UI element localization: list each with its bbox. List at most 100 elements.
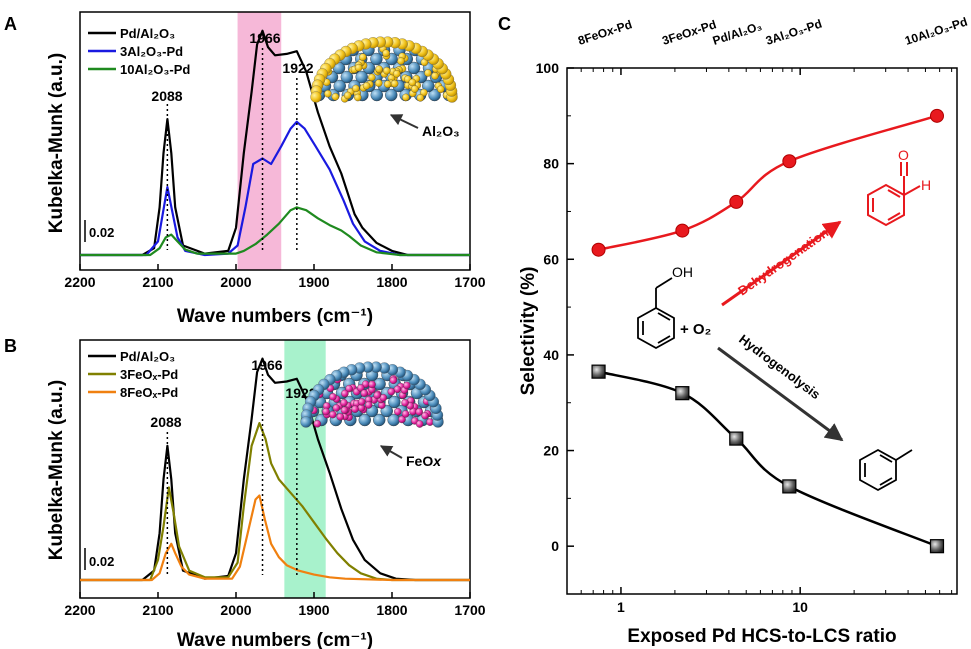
point-hydrogenolysis-1 <box>675 386 690 401</box>
lattice-atom <box>340 70 354 84</box>
point-dehydrogenation-3 <box>782 154 797 169</box>
point-hydrogenolysis-3 <box>782 479 797 494</box>
dehydrogenation-label: Dehydrogenation <box>735 225 831 299</box>
peak-label-1966-a: 1966 <box>249 30 280 46</box>
benzyl-alcohol-molecule <box>637 277 675 350</box>
x-axis-title-b: Wave numbers (cm⁻¹) <box>177 630 373 649</box>
x-tick-label-1900: 1900 <box>298 274 329 290</box>
overlayer-atom <box>415 408 423 416</box>
y-tick-label-0: 0 <box>551 538 559 554</box>
legend-label-3al2o3-pd: 3Al₂O₃-Pd <box>120 44 183 59</box>
dehydrogenation-arrow <box>721 220 842 307</box>
overlayer-atom <box>354 93 362 102</box>
overlayer-atom <box>398 415 406 424</box>
legend-label-pd-al2o3-a: Pd/Al₂O₃ <box>120 26 175 41</box>
y-tick-label-20: 20 <box>543 443 559 459</box>
peak-label-2088-a: 2088 <box>151 88 182 104</box>
lattice-atom <box>370 52 383 66</box>
plot-frame-c <box>566 67 958 595</box>
x-tick-label-10: 10 <box>792 599 808 615</box>
lattice-atom <box>355 70 368 84</box>
x-tick-label-2100: 2100 <box>142 602 173 618</box>
benzaldehyde-molecule <box>867 162 921 227</box>
spectrum-8feo-pd-b <box>80 494 470 582</box>
x-tick-label-2200: 2200 <box>64 602 95 618</box>
benzyl-alcohol-double-bond-2 <box>657 312 671 321</box>
axes-c: 0 20 40 60 80 100 1 10 <box>536 60 953 615</box>
top-label-3al-o-pd: 3Al₂O₃-Pd <box>764 17 824 48</box>
toluene-double-bond-3 <box>879 477 893 486</box>
overlayer-atom <box>390 79 399 88</box>
overlayer-atom <box>322 407 330 416</box>
al2o3-particle-illustration <box>310 36 458 103</box>
series-line-dehydrogenation <box>598 114 938 251</box>
overlayer-atom <box>332 404 341 412</box>
inset-label-feox: FeOx <box>406 453 442 469</box>
peak-label-1966-b: 1966 <box>251 357 282 373</box>
highlight-band-a <box>237 12 282 270</box>
reagent-o2-label: + O₂ <box>680 321 711 338</box>
overlayer-atom <box>336 413 345 421</box>
aldehyde-h-label: H <box>921 177 931 193</box>
oh-label: OH <box>672 264 693 280</box>
spectra-b <box>80 357 470 582</box>
point-hydrogenolysis-4 <box>929 539 945 554</box>
overlayer-atom <box>362 82 371 90</box>
overlayer-atom <box>373 391 381 399</box>
toluene-double-bond-2 <box>879 454 893 463</box>
overlayer-atom <box>408 78 417 87</box>
overlayer-atom <box>345 384 353 393</box>
lattice-atom <box>388 395 401 409</box>
y-axis-title-b: Kubelka-Munk (a.u.) <box>46 380 67 561</box>
overlayer-atom <box>343 91 352 100</box>
x-axis-title-a: Wave numbers (cm⁻¹) <box>177 306 373 327</box>
x-tick-label-1900: 1900 <box>298 602 329 618</box>
panel-letter-a: A <box>4 14 17 34</box>
overlayer-atom <box>324 89 332 98</box>
panel-letter-b: B <box>4 336 17 356</box>
point-hydrogenolysis-0 <box>591 364 606 379</box>
panel-letter-c: C <box>498 14 511 34</box>
lattice-atom <box>373 413 386 427</box>
peak-label-1922-a: 1922 <box>282 60 313 76</box>
lattice-atom <box>385 88 398 102</box>
overlayer-atom <box>437 85 445 93</box>
x-tick-label-2000: 2000 <box>220 602 251 618</box>
x-ticks-b: 2200 2100 2000 1900 1800 1700 <box>64 592 486 618</box>
inset-pointer-arrow-b <box>379 445 403 459</box>
overlayer-atom <box>389 376 398 385</box>
scale-bar-label-a: 0.02 <box>89 225 114 240</box>
overlayer-atom <box>340 399 348 407</box>
spectrum-3feo-pd-b <box>80 422 470 582</box>
overlayer-atom <box>403 381 411 390</box>
inset-label-feox-main: FeO <box>406 453 433 469</box>
lattice-atom <box>358 413 371 427</box>
point-dehydrogenation-2 <box>729 194 744 209</box>
overlayer-atom <box>357 384 365 392</box>
x-tick-label-1: 1 <box>617 599 625 615</box>
y-tick-label-80: 80 <box>543 156 559 172</box>
overlayer-atom <box>382 66 391 75</box>
toluene-methyl-bond <box>895 449 913 461</box>
spectrum-10al-o-pd-a <box>80 206 470 257</box>
aldehyde-o-label: O <box>898 147 909 163</box>
x-tick-label-2200: 2200 <box>64 274 95 290</box>
x-tick-label-1700: 1700 <box>454 602 485 618</box>
inset-label-feox-sub: x <box>432 453 442 469</box>
y-tick-label-60: 60 <box>543 251 559 267</box>
legend-label-10al2o3-pd: 10Al₂O₃-Pd <box>120 62 190 77</box>
overlayer-atom <box>393 70 401 78</box>
panel-a: A 2200 2100 2000 1900 1800 1700 2088 1966 192… <box>4 11 486 327</box>
lattice-atom <box>428 88 441 102</box>
overlayer-atom <box>402 93 410 102</box>
overlayer-atom <box>424 69 432 77</box>
y-tick-label-40: 40 <box>543 347 559 363</box>
point-hydrogenolysis-2 <box>729 431 744 446</box>
lattice-atom <box>407 61 421 75</box>
point-dehydrogenation-0 <box>591 242 606 257</box>
overlayer-atom <box>401 410 410 418</box>
top-label-main: Pd/Al₂O₃ <box>711 19 764 48</box>
highlight-band-b <box>284 340 326 598</box>
overlayer-atom <box>313 420 322 428</box>
